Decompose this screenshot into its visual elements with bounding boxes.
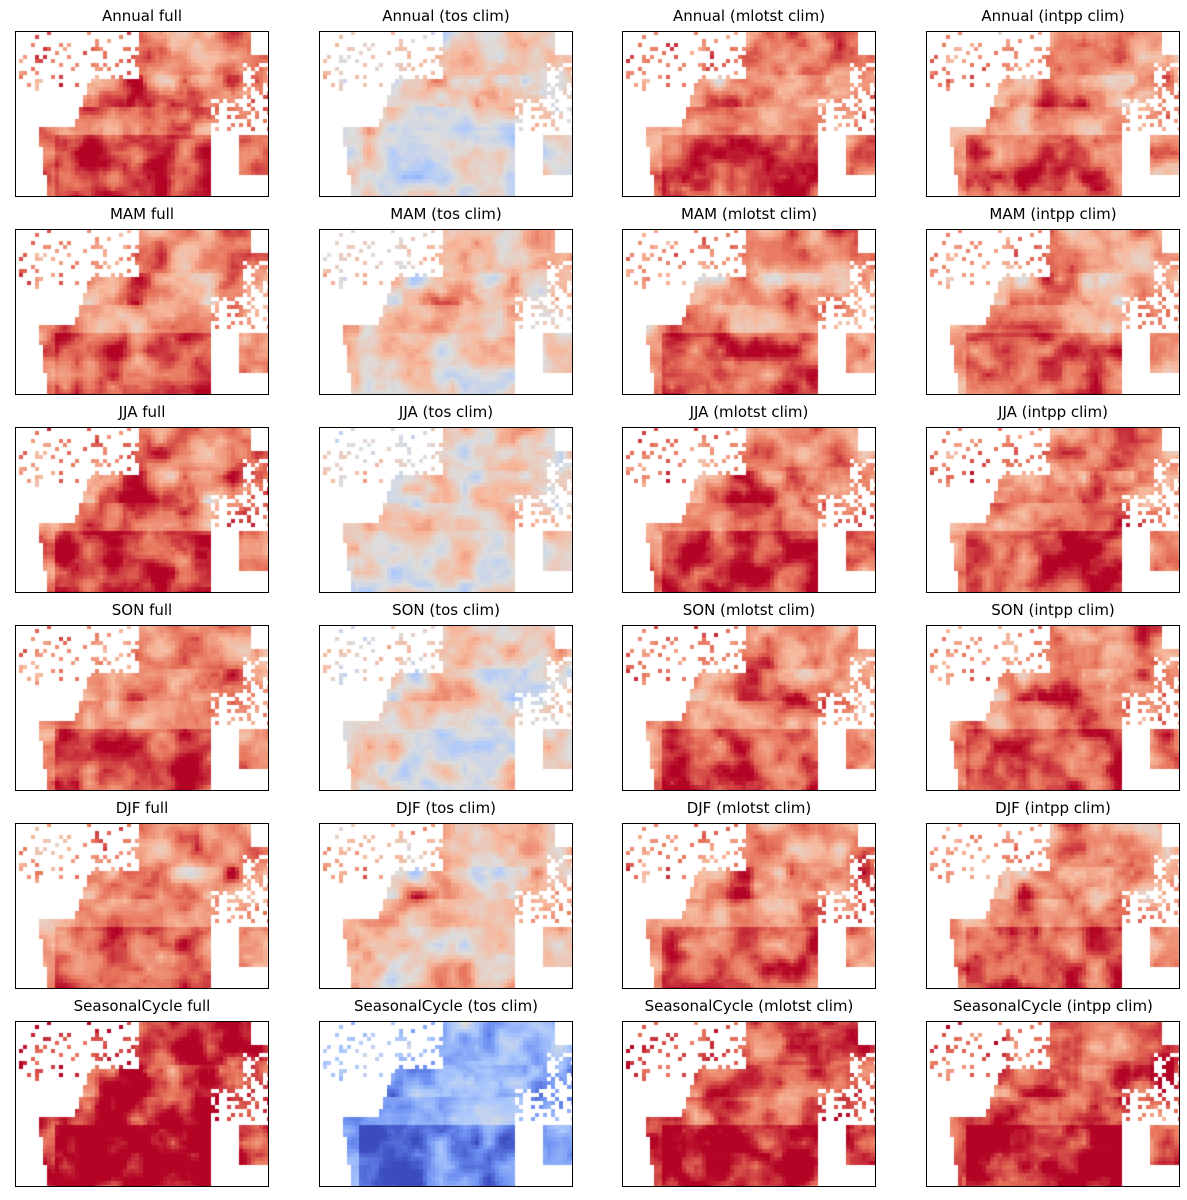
panel-jja-intpp-clim: JJA (intpp clim) [926,403,1180,593]
heatmap-map [319,823,573,989]
panel-title: SON (mlotst clim) [682,601,816,619]
panel-title: MAM (mlotst clim) [680,205,818,223]
heatmap-map [926,625,1180,791]
panel-title: DJF (tos clim) [396,799,496,817]
panel-seasonalcycle-full: SeasonalCycle full [15,997,269,1187]
panel-title: JJA (mlotst clim) [689,403,809,421]
heatmap-map [15,31,269,197]
heatmap-map [319,625,573,791]
heatmap-map [319,427,573,593]
panel-son-mlotst-clim: SON (mlotst clim) [622,601,876,791]
panel-djf-mlotst-clim: DJF (mlotst clim) [622,799,876,989]
panel-title: JJA full [118,403,166,421]
panel-title: Annual full [101,7,183,25]
panel-title: SeasonalCycle full [73,997,211,1015]
heatmap-map [319,31,573,197]
panel-mam-tos-clim: MAM (tos clim) [319,205,573,395]
panel-title: SON (intpp clim) [991,601,1115,619]
panel-title: SON (tos clim) [392,601,500,619]
panel-mam-full: MAM full [15,205,269,395]
panel-title: Annual (mlotst clim) [672,7,826,25]
panel-title: SeasonalCycle (mlotst clim) [644,997,854,1015]
panel-title: MAM full [109,205,175,223]
heatmap-map [15,1021,269,1187]
panel-jja-mlotst-clim: JJA (mlotst clim) [622,403,876,593]
panel-title: SeasonalCycle (tos clim) [353,997,539,1015]
panel-title: SON full [111,601,173,619]
heatmap-map [15,229,269,395]
heatmap-map [622,625,876,791]
panel-title: DJF (intpp clim) [995,799,1111,817]
heatmap-map [926,427,1180,593]
panel-title: Annual (intpp clim) [981,7,1125,25]
panel-title: MAM (tos clim) [390,205,502,223]
panel-son-tos-clim: SON (tos clim) [319,601,573,791]
heatmap-map [319,229,573,395]
panel-son-intpp-clim: SON (intpp clim) [926,601,1180,791]
panel-seasonalcycle-intpp-clim: SeasonalCycle (intpp clim) [926,997,1180,1187]
heatmap-map [622,31,876,197]
heatmap-map [926,31,1180,197]
heatmap-map [622,1021,876,1187]
panel-annual-mlotst-clim: Annual (mlotst clim) [622,7,876,197]
panel-annual-full: Annual full [15,7,269,197]
heatmap-map [926,1021,1180,1187]
heatmap-map [622,427,876,593]
panel-seasonalcycle-mlotst-clim: SeasonalCycle (mlotst clim) [622,997,876,1187]
panel-title: JJA (intpp clim) [998,403,1108,421]
panel-mam-mlotst-clim: MAM (mlotst clim) [622,205,876,395]
panel-title: Annual (tos clim) [382,7,510,25]
panel-title: JJA (tos clim) [398,403,494,421]
panel-title: DJF (mlotst clim) [686,799,812,817]
heatmap-map [926,229,1180,395]
panel-title: SeasonalCycle (intpp clim) [953,997,1153,1015]
heatmap-map [15,625,269,791]
heatmap-map [15,427,269,593]
panel-djf-full: DJF full [15,799,269,989]
panel-title: MAM (intpp clim) [989,205,1117,223]
panel-annual-intpp-clim: Annual (intpp clim) [926,7,1180,197]
panel-djf-tos-clim: DJF (tos clim) [319,799,573,989]
heatmap-map [15,823,269,989]
panel-seasonalcycle-tos-clim: SeasonalCycle (tos clim) [319,997,573,1187]
panel-djf-intpp-clim: DJF (intpp clim) [926,799,1180,989]
heatmap-map [319,1021,573,1187]
heatmap-map [622,823,876,989]
panel-jja-tos-clim: JJA (tos clim) [319,403,573,593]
heatmap-map [926,823,1180,989]
panel-jja-full: JJA full [15,403,269,593]
panel-annual-tos-clim: Annual (tos clim) [319,7,573,197]
panel-mam-intpp-clim: MAM (intpp clim) [926,205,1180,395]
panel-son-full: SON full [15,601,269,791]
heatmap-map [622,229,876,395]
panel-title: DJF full [115,799,169,817]
